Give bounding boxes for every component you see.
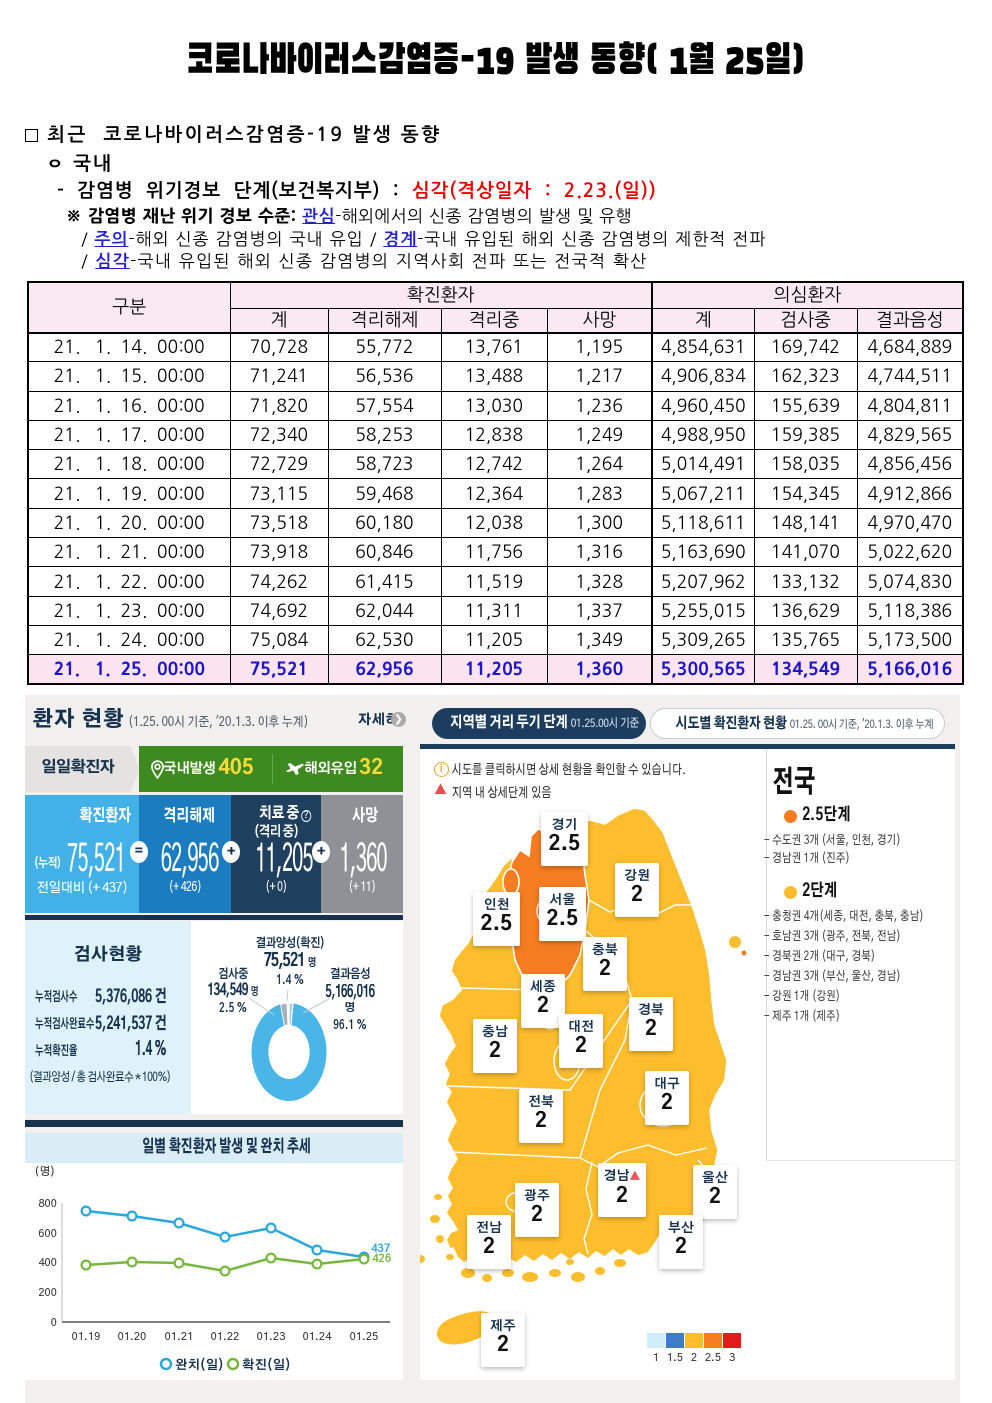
svg-text:2.5: 2.5 xyxy=(705,1353,721,1364)
svg-text:(명): (명) xyxy=(34,1165,55,1178)
svg-text:확진(일): 확진(일) xyxy=(242,1358,291,1372)
svg-text:426: 426 xyxy=(372,1253,392,1265)
svg-text:01.20: 01.20 xyxy=(118,1332,147,1343)
svg-text:600: 600 xyxy=(38,1229,57,1240)
svg-text:01.25: 01.25 xyxy=(350,1332,379,1343)
svg-text:400: 400 xyxy=(38,1258,57,1269)
svg-text:01.21: 01.21 xyxy=(165,1332,194,1343)
svg-text:200: 200 xyxy=(38,1288,57,1299)
svg-text:01.22: 01.22 xyxy=(211,1332,240,1343)
svg-text:437: 437 xyxy=(371,1243,390,1255)
svg-text:01.23: 01.23 xyxy=(257,1332,286,1343)
svg-text:완치(일): 완치(일) xyxy=(175,1358,224,1372)
svg-text:3: 3 xyxy=(728,1353,735,1364)
svg-text:01.24: 01.24 xyxy=(303,1332,333,1343)
svg-text:800: 800 xyxy=(38,1199,57,1210)
svg-text:0: 0 xyxy=(51,1318,57,1329)
svg-text:01.19: 01.19 xyxy=(72,1332,101,1343)
svg-text:2: 2 xyxy=(691,1353,697,1364)
svg-text:1.5: 1.5 xyxy=(667,1353,683,1364)
svg-text:1: 1 xyxy=(653,1353,659,1364)
